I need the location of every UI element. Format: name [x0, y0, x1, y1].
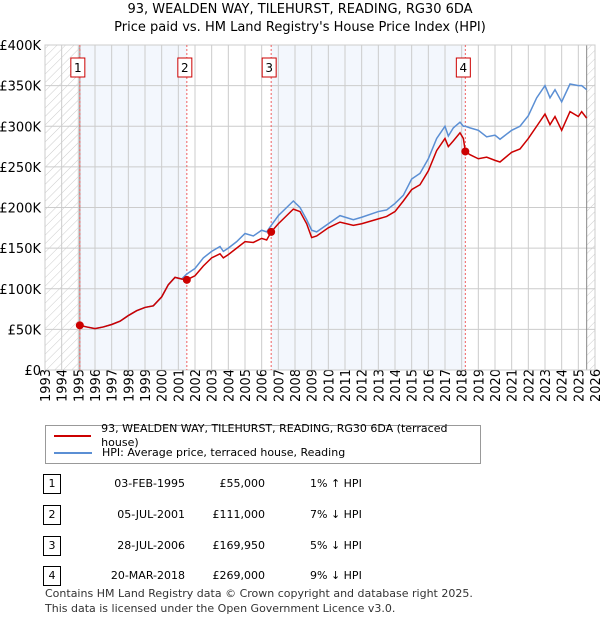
sale-hpi-diff: 1% ↑ HPI	[310, 477, 362, 490]
x-tick-label: 2010	[322, 369, 337, 402]
sale-date: 05-JUL-2001	[117, 508, 185, 521]
legend: 93, WEALDEN WAY, TILEHURST, READING, RG3…	[45, 422, 481, 464]
x-tick-label: 2006	[256, 369, 271, 402]
sale-price: £111,000	[212, 508, 266, 521]
legend-label-hpi: HPI: Average price, terraced house, Read…	[102, 446, 346, 459]
footer-copyright: Contains HM Land Registry data © Crown c…	[45, 587, 473, 600]
sale-price: £55,000	[219, 477, 266, 490]
sale-point	[75, 321, 84, 330]
x-tick-label: 2009	[306, 369, 321, 402]
chart-title: 93, WEALDEN WAY, TILEHURST, READING, RG3…	[127, 2, 473, 17]
y-tick-label: £400K	[0, 39, 41, 54]
x-tick-label: 2023	[539, 369, 554, 402]
x-tick-label: 2022	[522, 369, 537, 402]
sale-point	[461, 147, 470, 156]
y-tick-label: £350K	[0, 80, 41, 95]
y-tick-label: £150K	[0, 242, 41, 257]
sale-date: 03-FEB-1995	[114, 477, 185, 490]
x-tick-label: 2001	[172, 369, 187, 402]
x-tick-label: 2025	[572, 369, 587, 402]
sale-number: 2	[43, 505, 61, 525]
price-chart: £0 £50K £100K £150K £200K £250K £300K £350K £400…	[0, 39, 600, 402]
y-tick-label: £0	[24, 364, 41, 379]
sale-price: £269,000	[212, 569, 266, 582]
x-tick-label: 2015	[406, 369, 421, 402]
sale-price: £169,950	[212, 539, 266, 552]
y-tick-label: £250K	[0, 161, 41, 176]
sale-number: 3	[43, 536, 61, 556]
x-tick-label: 2026	[589, 369, 600, 402]
sale-point	[182, 275, 191, 284]
plot-border	[44, 44, 596, 371]
x-tick-label: 2004	[222, 369, 237, 402]
legend-item-hpi: HPI: Average price, terraced house, Read…	[54, 446, 345, 460]
y-tick-label: £50K	[8, 323, 42, 338]
x-tick-label: 1997	[106, 369, 121, 402]
sale-hpi-diff: 9% ↓ HPI	[310, 569, 362, 582]
x-tick-label: 2014	[389, 369, 404, 402]
sale-label-2: 2	[181, 61, 189, 75]
legend-label-property: 93, WEALDEN WAY, TILEHURST, READING, RG3…	[101, 422, 448, 449]
x-tick-label: 2019	[472, 369, 487, 402]
legend-swatch-hpi	[54, 452, 92, 454]
y-tick-label: £200K	[0, 202, 41, 217]
x-tick-label: 2013	[372, 369, 387, 402]
x-tick-label: 2017	[439, 369, 454, 402]
sale-label-4: 4	[460, 61, 468, 75]
sale-label-box	[261, 57, 277, 78]
sale-date: 28-JUL-2006	[117, 539, 185, 552]
sale-hpi-diff: 5% ↓ HPI	[310, 539, 362, 552]
table-row: 1 03-FEB-1995 £55,000 1% ↑ HPI	[0, 474, 600, 494]
x-tick-label: 1998	[122, 369, 137, 402]
y-tick-label: £100K	[0, 283, 41, 298]
sale-label-box	[177, 57, 193, 78]
x-tick-label: 2002	[189, 369, 204, 402]
x-tick-label: 2020	[489, 369, 504, 402]
table-row: 3 28-JUL-2006 £169,950 5% ↓ HPI	[0, 536, 600, 556]
x-tick-label: 2007	[272, 369, 287, 402]
footer-licence: This data is licensed under the Open Gov…	[45, 602, 396, 615]
property-price-line	[79, 110, 588, 330]
table-row: 2 05-JUL-2001 £111,000 7% ↓ HPI	[0, 505, 600, 525]
sale-label-3: 3	[265, 61, 273, 75]
legend-item-property: 93, WEALDEN WAY, TILEHURST, READING, RG3…	[54, 422, 480, 449]
x-tick-label: 2012	[356, 369, 371, 402]
x-tick-label: 2024	[556, 369, 571, 402]
sale-label-1: 1	[74, 61, 82, 75]
y-tick-label: £300K	[0, 120, 41, 135]
sale-number: 4	[43, 566, 61, 586]
sale-number: 1	[43, 474, 61, 494]
sale-hpi-diff: 7% ↓ HPI	[310, 508, 362, 521]
x-tick-label: 1996	[89, 369, 104, 402]
x-tick-label: 2021	[506, 369, 521, 402]
x-tick-label: 2011	[339, 369, 354, 402]
x-tick-label: 2018	[456, 369, 471, 402]
x-tick-label: 2000	[156, 369, 171, 402]
x-tick-label: 2003	[206, 369, 221, 402]
x-tick-label: 2016	[422, 369, 437, 402]
x-tick-label: 1995	[72, 369, 87, 402]
x-tick-label: 1993	[39, 369, 54, 402]
sale-label-box	[70, 57, 86, 78]
x-tick-label: 1999	[139, 369, 154, 402]
x-tick-label: 1994	[56, 369, 71, 402]
chart-subtitle: Price paid vs. HM Land Registry's House …	[114, 20, 486, 35]
sale-date: 20-MAR-2018	[110, 569, 185, 582]
x-tick-label: 2005	[239, 369, 254, 402]
x-tick-label: 2008	[289, 369, 304, 402]
sale-point	[267, 227, 276, 236]
table-row: 4 20-MAR-2018 £269,000 9% ↓ HPI	[0, 566, 600, 586]
sale-label-box	[455, 57, 471, 78]
legend-swatch-property	[54, 435, 92, 437]
